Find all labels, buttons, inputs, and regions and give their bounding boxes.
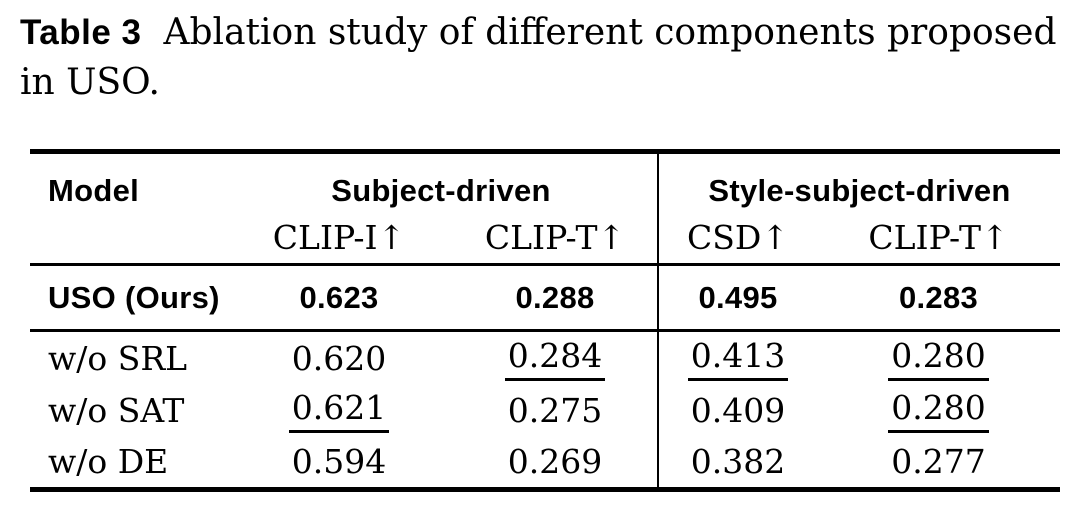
row-uso-clip-i: 0.623 — [299, 279, 379, 315]
row-wo-de-clip-t: 0.269 — [507, 442, 603, 481]
column-header-clip-t-2: CLIP-T↑ — [868, 217, 1009, 257]
row-uso-model: USO (Ours) — [48, 279, 220, 315]
row-wo-srl-clip-t: 0.284 — [453, 332, 657, 384]
column-header-model: Model — [48, 173, 140, 208]
column-header-clip-t: CLIP-T↑ — [484, 217, 626, 257]
table-top-rule — [30, 149, 1060, 154]
column-group-style-subject-driven: Style-subject-driven — [657, 154, 1060, 211]
row-wo-sat-model: w/o SAT — [48, 390, 185, 430]
ablation-table: Model Subject-driven Style-subject-drive… — [30, 149, 1060, 492]
underlined-value: 0.280 — [888, 388, 989, 433]
row-wo-de-model: w/o DE — [48, 442, 169, 481]
underlined-value: 0.413 — [687, 336, 789, 381]
row-wo-sat-clip-t: 0.275 — [507, 390, 603, 430]
table-caption-text-line1: Ablation study of different components p… — [163, 12, 1057, 53]
row-wo-de-clip-t-2: 0.277 — [891, 442, 986, 481]
table-midrule-2 — [30, 329, 1060, 332]
column-header-clip-i: CLIP-I↑ — [272, 217, 406, 257]
table-midrule-1 — [30, 263, 1060, 266]
underlined-value: 0.280 — [888, 336, 989, 381]
row-wo-de-clip-i: 0.594 — [291, 442, 387, 481]
row-wo-srl-csd: 0.413 — [657, 332, 817, 384]
row-wo-sat-clip-i: 0.621 — [225, 384, 453, 436]
row-wo-sat-csd: 0.409 — [657, 384, 817, 436]
row-uso-clip-t: 0.288 — [515, 279, 595, 315]
underlined-value: 0.284 — [504, 336, 606, 381]
row-uso-csd: 0.495 — [657, 266, 817, 329]
table-caption-label: Table 3 — [20, 13, 142, 52]
row-wo-de-csd: 0.382 — [657, 436, 817, 487]
underlined-value: 0.621 — [288, 388, 390, 433]
row-wo-srl-model: w/o SRL — [48, 338, 188, 378]
row-wo-srl-clip-i: 0.620 — [291, 338, 387, 378]
column-header-empty — [30, 211, 225, 263]
row-wo-sat-clip-t-2: 0.280 — [817, 384, 1060, 436]
row-wo-srl-clip-t-2: 0.280 — [817, 332, 1060, 384]
table-caption-text-line2: in USO. — [20, 62, 160, 103]
column-header-csd: CSD↑ — [657, 211, 817, 263]
column-group-subject-driven: Subject-driven — [331, 173, 551, 208]
table-caption: Table 3 Ablation study of different compo… — [20, 8, 1070, 108]
row-uso-clip-t-2: 0.283 — [898, 279, 979, 315]
table-bottom-rule — [30, 487, 1060, 492]
